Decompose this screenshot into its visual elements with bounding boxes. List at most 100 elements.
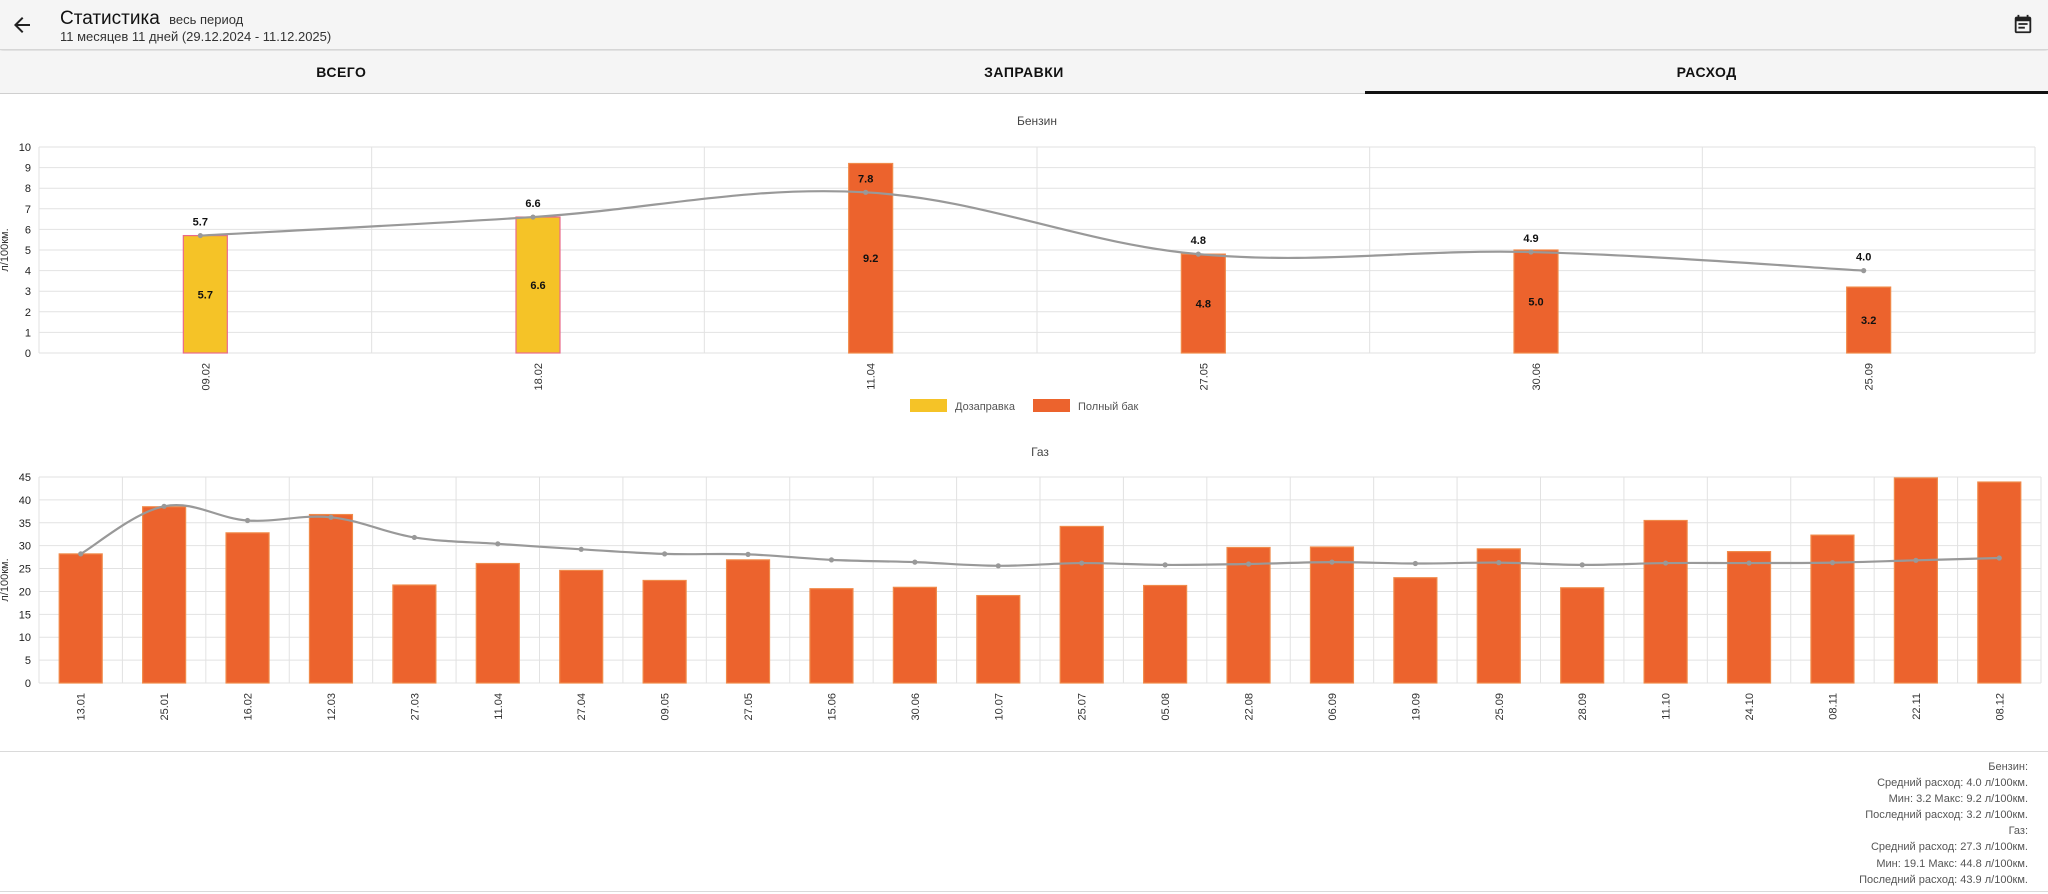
trend-point — [1245, 561, 1252, 567]
bar — [809, 588, 854, 684]
trend-point — [828, 557, 835, 563]
bar — [142, 506, 187, 684]
trend-point — [995, 563, 1001, 569]
trend-point — [1329, 559, 1335, 565]
trend-value-label: 6.6 — [525, 198, 540, 210]
title-text: Статистика — [60, 8, 160, 29]
bar — [1513, 249, 1559, 354]
x-tick-label: 09.05 — [660, 693, 672, 721]
summary-gas-average: Средний расход: 27.3 л/100км. — [1870, 841, 2028, 854]
y-tick-label: 0 — [25, 348, 31, 360]
bar — [475, 562, 520, 684]
trend-point — [1663, 560, 1669, 566]
x-tick-label: 10.07 — [993, 693, 1005, 721]
bar — [559, 569, 604, 684]
trend-point — [78, 551, 84, 557]
bar — [58, 553, 103, 684]
bottom-divider — [0, 891, 2048, 892]
page-title: Статистика весь период — [60, 8, 243, 30]
bar — [225, 532, 270, 684]
x-tick-label: 27.05 — [1198, 363, 1210, 391]
x-tick-label: 25.09 — [1864, 363, 1876, 391]
trend-point — [1528, 249, 1534, 255]
bar — [1846, 286, 1892, 354]
trend-point — [161, 503, 167, 509]
x-tick-label: 24.10 — [1744, 693, 1756, 721]
bar — [308, 513, 354, 684]
x-tick-label: 19.09 — [1410, 693, 1422, 721]
calendar-button[interactable] — [2012, 13, 2034, 35]
arrow-back-icon — [14, 17, 30, 33]
y-tick-label: 30 — [19, 541, 31, 553]
x-tick-label: 30.06 — [910, 693, 922, 721]
legend-label: Полный бак — [1078, 401, 1139, 413]
bar — [642, 579, 687, 684]
y-tick-label: 20 — [19, 586, 31, 598]
trend-point — [578, 546, 584, 552]
y-tick-label: 25 — [19, 564, 31, 576]
trend-point — [662, 551, 668, 557]
x-tick-label: 25.07 — [1077, 693, 1089, 721]
y-tick-label: 10 — [19, 142, 31, 154]
bar — [892, 586, 937, 684]
summary-petrol-heading: Бензин: — [1988, 761, 2028, 773]
gas-chart: Газ л/100км. 0 5 10 15 20 25 30 35 40 45 13.01 25.01 1… — [0, 445, 2042, 721]
legend-label: Дозаправка — [955, 401, 1016, 413]
y-tick-label: 5 — [25, 245, 31, 257]
x-tick-label: 16.02 — [243, 693, 255, 721]
bar-value-label: 5.7 — [198, 289, 213, 301]
bar — [392, 584, 437, 684]
trend-point — [1412, 560, 1418, 567]
x-tick-label: 22.11 — [1911, 693, 1923, 720]
x-tick-label: 13.01 — [76, 693, 88, 721]
y-axis-label: л/100км. — [0, 228, 11, 271]
trend-value-label: 4.0 — [1856, 252, 1871, 264]
y-tick-label: 4 — [25, 266, 31, 278]
legend-swatch — [1033, 399, 1070, 412]
bar — [1726, 551, 1772, 684]
trend-point — [1079, 560, 1085, 566]
x-tick-label: 08.12 — [1994, 693, 2006, 721]
bar — [1560, 587, 1605, 684]
summary-petrol-average: Средний расход: 4.0 л/100км. — [1877, 777, 2028, 790]
y-tick-label: 1 — [25, 327, 31, 339]
x-tick-label: 15.06 — [826, 693, 838, 721]
tab-refuels[interactable]: ЗАПРАВКИ — [984, 64, 1064, 80]
bar — [1059, 525, 1104, 684]
tab-total[interactable]: ВСЕГО — [316, 64, 367, 80]
trend-point — [1746, 560, 1752, 566]
bar — [976, 594, 1021, 684]
trend-value-label: 5.7 — [193, 217, 208, 229]
trend-point — [197, 232, 203, 239]
x-tick-label: 27.05 — [743, 693, 755, 721]
y-tick-label: 35 — [19, 518, 31, 530]
bar — [1226, 546, 1271, 684]
petrol-chart: Бензин л/100км. 0 1 2 3 4 5 6 7 8 9 10 5.7 6.6 9.2 4.8 5.… — [0, 114, 2036, 413]
summary-gas-minmax: Мин: 19.1 Макс: 44.8 л/100км. — [1876, 857, 2028, 870]
x-tick-label: 28.09 — [1577, 693, 1589, 721]
summary-divider — [0, 751, 2048, 752]
trend-line — [80, 504, 2000, 567]
trend-point — [1861, 268, 1867, 274]
bar — [1309, 546, 1355, 684]
y-tick-label: 45 — [19, 472, 31, 484]
x-tick-label: 11.04 — [493, 693, 505, 720]
bar — [1810, 534, 1855, 684]
chart-title: Бензин — [1017, 114, 1057, 128]
tab-bar: ВСЕГО ЗАПРАВКИ РАСХОД — [0, 51, 2048, 94]
trend-line — [200, 190, 1864, 272]
y-tick-label: 5 — [25, 655, 31, 667]
trend-point — [1996, 555, 2002, 561]
trend-point — [1579, 562, 1585, 568]
back-button[interactable] — [10, 13, 34, 37]
x-tick-label: 27.03 — [409, 693, 421, 721]
x-tick-label: 08.11 — [1827, 693, 1839, 720]
bar — [848, 162, 894, 354]
trend-point — [495, 541, 501, 547]
y-tick-label: 0 — [25, 678, 31, 690]
bar — [1143, 584, 1188, 684]
calendar-icon — [2014, 14, 2032, 34]
tab-consumption[interactable]: РАСХОД — [1365, 51, 2048, 94]
x-tick-label: 18.02 — [533, 363, 545, 391]
trend-point — [1829, 560, 1836, 566]
